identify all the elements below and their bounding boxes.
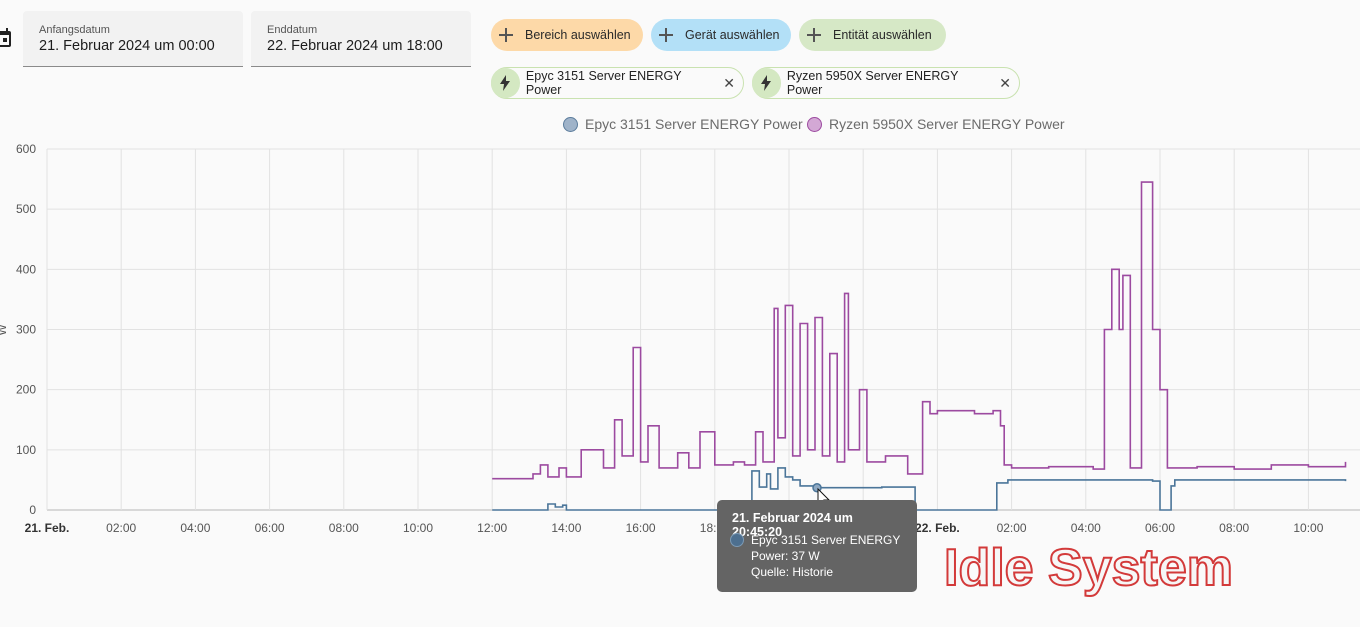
x-tick-label: 22. Feb. bbox=[915, 521, 960, 535]
y-tick-label: 400 bbox=[16, 262, 36, 276]
start-date-value: 21. Februar 2024 um 00:00 bbox=[39, 38, 215, 54]
x-tick-label: 02:00 bbox=[997, 521, 1027, 535]
x-tick-label: 08:00 bbox=[329, 521, 359, 535]
x-tick-label: 10:00 bbox=[403, 521, 433, 535]
calendar-icon[interactable] bbox=[0, 28, 12, 48]
y-tick-label: 100 bbox=[16, 443, 36, 457]
legend-label: Ryzen 5950X Server ENERGY Power bbox=[829, 116, 1065, 132]
y-tick-label: 500 bbox=[16, 202, 36, 216]
remove-chip-icon[interactable]: ✕ bbox=[723, 74, 735, 91]
y-tick-label: 600 bbox=[16, 142, 36, 156]
y-axis-label: W bbox=[0, 324, 9, 336]
chart-tooltip: 21. Februar 2024 um 20:45:20 Epyc 3151 S… bbox=[717, 500, 917, 592]
legend-swatch bbox=[563, 116, 578, 132]
select-entity-label: Entität auswählen bbox=[833, 28, 932, 42]
select-area-label: Bereich auswählen bbox=[525, 28, 631, 42]
select-area-button[interactable]: Bereich auswählen bbox=[491, 19, 643, 51]
x-tick-label: 14:00 bbox=[551, 521, 581, 535]
tooltip-value: Power: 37 W bbox=[751, 549, 820, 563]
legend-label: Epyc 3151 Server ENERGY Power bbox=[585, 116, 803, 132]
x-tick-label: 12:00 bbox=[477, 521, 507, 535]
x-tick-label: 04:00 bbox=[1071, 521, 1101, 535]
select-entity-button[interactable]: Entität auswählen bbox=[799, 19, 946, 51]
x-tick-label: 16:00 bbox=[626, 521, 656, 535]
end-date-label: Enddatum bbox=[267, 24, 318, 36]
entity-chip-label: Ryzen 5950X Server ENERGY Power bbox=[786, 69, 959, 97]
plus-icon bbox=[807, 28, 821, 42]
x-tick-label: 08:00 bbox=[1219, 521, 1249, 535]
tooltip-series-dot bbox=[730, 533, 744, 547]
series-line-ryzen bbox=[492, 181, 1347, 480]
select-device-label: Gerät auswählen bbox=[685, 28, 780, 42]
x-tick-label: 21. Feb. bbox=[25, 521, 70, 535]
entity-chip-ryzen[interactable]: Ryzen 5950X Server ENERGY Power ✕ bbox=[752, 67, 1020, 99]
legend-swatch bbox=[807, 116, 822, 132]
y-tick-label: 200 bbox=[16, 383, 36, 397]
x-tick-label: 06:00 bbox=[1145, 521, 1175, 535]
plus-icon bbox=[659, 28, 673, 42]
x-tick-label: 04:00 bbox=[180, 521, 210, 535]
y-tick-label: 300 bbox=[16, 323, 36, 337]
tooltip-source: Quelle: Historie bbox=[751, 565, 834, 579]
plus-icon bbox=[499, 28, 513, 42]
entity-chip-epyc[interactable]: Epyc 3151 Server ENERGY Power ✕ bbox=[491, 67, 744, 99]
start-date-label: Anfangsdatum bbox=[39, 24, 110, 36]
y-tick-label: 0 bbox=[29, 503, 36, 517]
end-date-value: 22. Februar 2024 um 18:00 bbox=[267, 38, 443, 54]
entity-chip-label: Epyc 3151 Server ENERGY Power bbox=[525, 69, 682, 97]
end-date-field[interactable]: Enddatum 22. Februar 2024 um 18:00 bbox=[251, 11, 471, 67]
legend-item-ryzen[interactable]: Ryzen 5950X Server ENERGY Power bbox=[807, 116, 1065, 132]
x-tick-label: 10:00 bbox=[1293, 521, 1323, 535]
x-tick-label: 02:00 bbox=[106, 521, 136, 535]
lightning-bolt-icon bbox=[752, 68, 781, 98]
legend-item-epyc[interactable]: Epyc 3151 Server ENERGY Power bbox=[563, 116, 803, 132]
tooltip-series: Epyc 3151 Server ENERGY bbox=[751, 533, 901, 547]
select-device-button[interactable]: Gerät auswählen bbox=[651, 19, 791, 51]
tooltip-title: 21. Februar 2024 um 20:45:20 bbox=[732, 511, 853, 539]
start-date-field[interactable]: Anfangsdatum 21. Februar 2024 um 00:00 bbox=[23, 11, 243, 67]
lightning-bolt-icon bbox=[491, 68, 520, 98]
chart-legend: Epyc 3151 Server ENERGY Power Ryzen 5950… bbox=[0, 116, 1360, 136]
remove-chip-icon[interactable]: ✕ bbox=[999, 74, 1011, 91]
x-tick-label: 06:00 bbox=[255, 521, 285, 535]
idle-system-annotation: Idle System bbox=[943, 538, 1234, 598]
series-line-epyc bbox=[492, 467, 1347, 511]
